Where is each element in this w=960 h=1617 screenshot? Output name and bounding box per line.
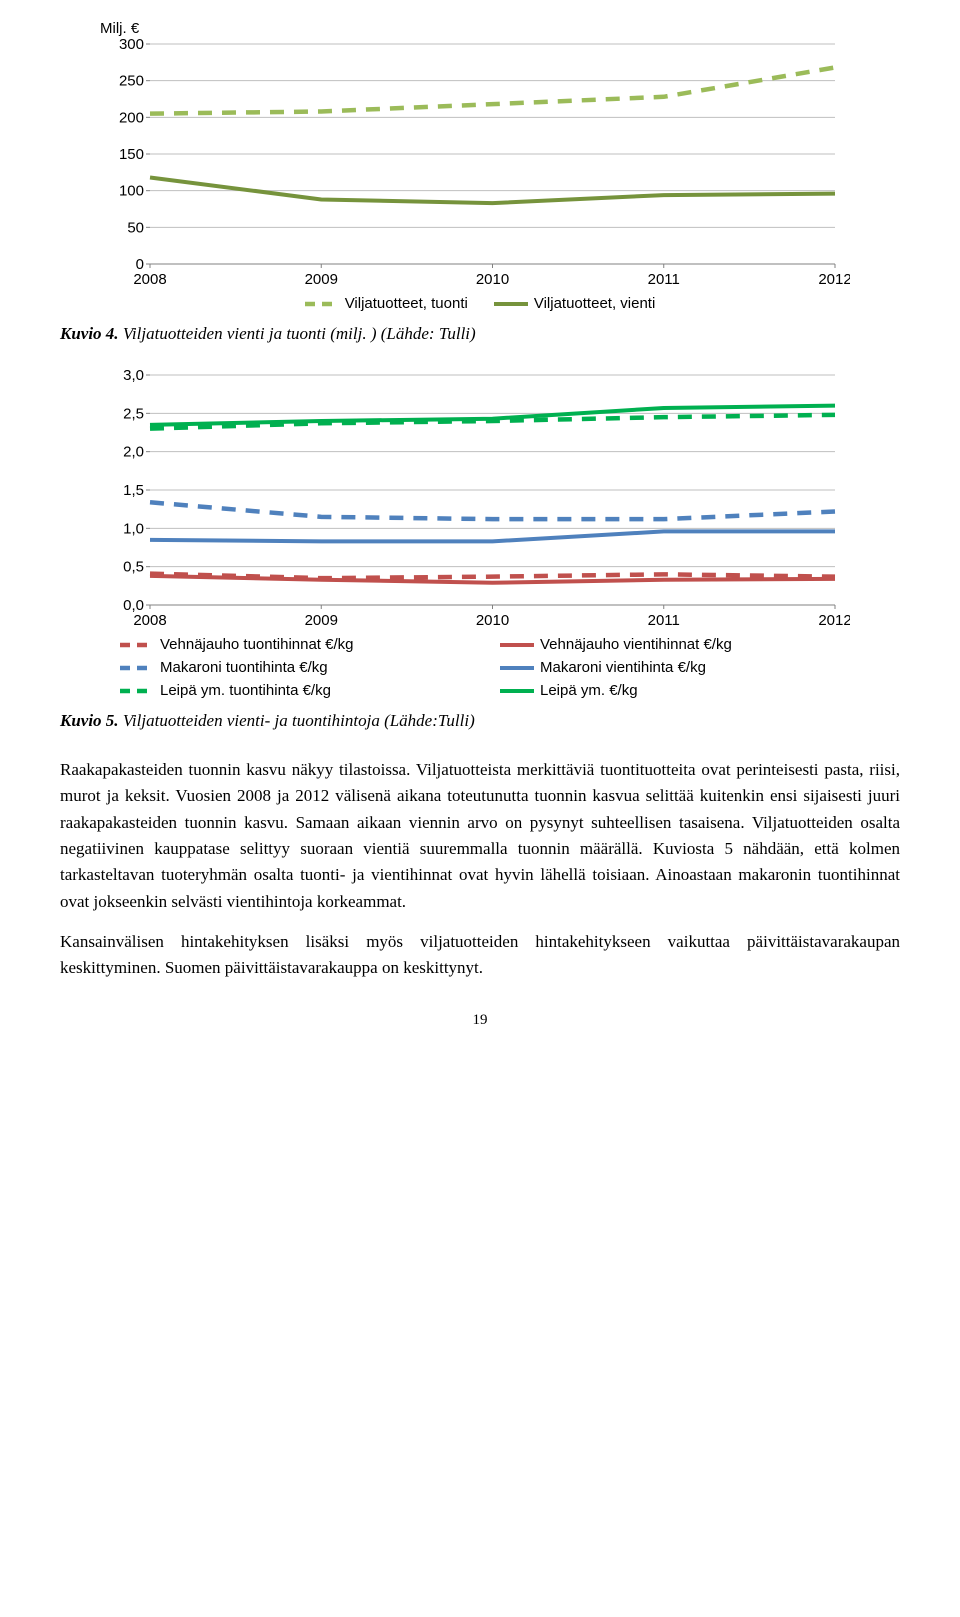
svg-text:2010: 2010 [476, 271, 509, 288]
svg-text:2010: 2010 [476, 612, 509, 629]
svg-text:2008: 2008 [133, 271, 166, 288]
svg-text:2012: 2012 [818, 612, 850, 629]
chart2: 0,00,51,01,52,02,53,02008200920102011201… [60, 370, 900, 699]
svg-text:50: 50 [127, 219, 144, 236]
legend-item: Leipä ym. €/kg [500, 682, 840, 699]
legend-label: Viljatuotteet, tuonti [345, 295, 468, 312]
svg-text:2009: 2009 [305, 612, 338, 629]
svg-text:2012: 2012 [818, 271, 850, 288]
caption2-label: Kuvio 5. [60, 711, 119, 730]
legend-label: Leipä ym. tuontihinta €/kg [160, 682, 331, 699]
svg-text:300: 300 [119, 39, 144, 53]
legend-label: Makaroni tuontihinta €/kg [160, 659, 328, 676]
legend-label: Makaroni vientihinta €/kg [540, 659, 706, 676]
legend-item: Makaroni tuontihinta €/kg [120, 659, 460, 676]
page-number: 19 [60, 1012, 900, 1029]
chart1-ylabel: Milj. € [100, 20, 900, 37]
svg-text:150: 150 [119, 146, 144, 163]
svg-text:200: 200 [119, 109, 144, 126]
svg-text:3,0: 3,0 [123, 370, 144, 384]
caption2-text: Viljatuotteiden vienti- ja tuontihintoja… [123, 711, 475, 730]
svg-text:100: 100 [119, 183, 144, 200]
legend-item: Makaroni vientihinta €/kg [500, 659, 840, 676]
legend-label: Vehnäjauho vientihinnat €/kg [540, 636, 732, 653]
svg-text:2009: 2009 [305, 271, 338, 288]
legend-item: Viljatuotteet, tuonti [305, 295, 468, 312]
caption1-label: Kuvio 4. [60, 324, 119, 343]
chart1-svg: 05010015020025030020082009201020112012 [100, 39, 850, 289]
caption1: Kuvio 4. Viljatuotteiden vienti ja tuont… [60, 324, 900, 344]
svg-text:1,0: 1,0 [123, 520, 144, 537]
svg-text:2011: 2011 [648, 271, 680, 288]
legend-label: Leipä ym. €/kg [540, 682, 638, 699]
svg-text:2008: 2008 [133, 612, 166, 629]
body-p2: Kansainvälisen hintakehityksen lisäksi m… [60, 929, 900, 982]
chart2-svg: 0,00,51,01,52,02,53,02008200920102011201… [100, 370, 850, 630]
chart2-legend: Vehnäjauho tuontihinnat €/kg Vehnäjauho v… [120, 636, 860, 699]
legend-item: Leipä ym. tuontihinta €/kg [120, 682, 460, 699]
svg-text:1,5: 1,5 [123, 482, 144, 499]
legend-item: Vehnäjauho vientihinnat €/kg [500, 636, 840, 653]
caption2: Kuvio 5. Viljatuotteiden vienti- ja tuon… [60, 711, 900, 731]
chart1: Milj. € 05010015020025030020082009201020… [60, 20, 900, 312]
legend-label: Viljatuotteet, vienti [534, 295, 655, 312]
svg-text:2,5: 2,5 [123, 405, 144, 422]
caption1-text: Viljatuotteiden vienti ja tuonti (milj. … [123, 324, 476, 343]
legend-label: Vehnäjauho tuontihinnat €/kg [160, 636, 354, 653]
body-p1: Raakapakasteiden tuonnin kasvu näkyy til… [60, 757, 900, 915]
svg-text:2,0: 2,0 [123, 444, 144, 461]
svg-text:250: 250 [119, 73, 144, 90]
svg-text:2011: 2011 [648, 612, 680, 629]
legend-item: Vehnäjauho tuontihinnat €/kg [120, 636, 460, 653]
svg-text:0,5: 0,5 [123, 559, 144, 576]
legend-item: Viljatuotteet, vienti [494, 295, 655, 312]
chart1-legend: Viljatuotteet, tuonti Viljatuotteet, vien… [130, 295, 830, 312]
